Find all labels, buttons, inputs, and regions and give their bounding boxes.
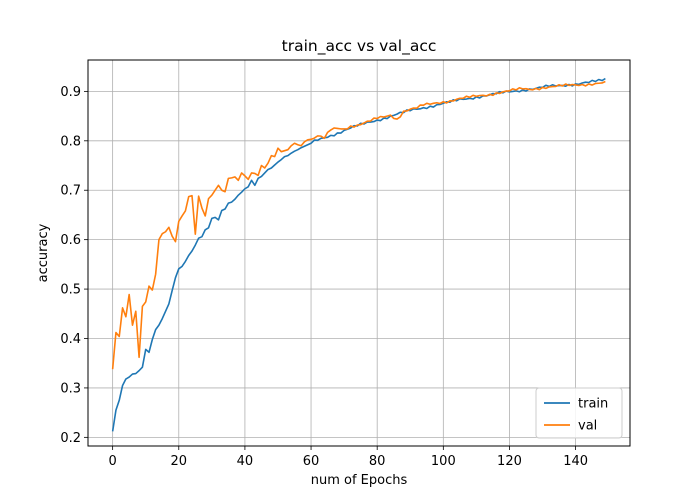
x-tick-label: 80 [369, 454, 386, 469]
legend: train val [535, 387, 623, 439]
x-tick-label: 120 [497, 454, 522, 469]
chart-title: train_acc vs val_acc [282, 37, 437, 56]
x-tick-label: 140 [563, 454, 588, 469]
plot-frame [87, 59, 631, 447]
series-layer [111, 77, 606, 432]
legend-label-val: val [578, 419, 597, 434]
legend-label-train: train [578, 397, 608, 412]
x-tick-label: 100 [431, 454, 456, 469]
x-tick-label: 40 [237, 454, 254, 469]
series-line-val [111, 80, 606, 370]
x-tick-label: 0 [108, 454, 116, 469]
x-axis-label: num of Epochs [311, 473, 408, 488]
y-axis-label: accuracy [36, 223, 51, 282]
y-tick-label: 0.4 [60, 332, 81, 347]
y-tick-label: 0.3 [60, 381, 81, 396]
y-tick-label: 0.8 [60, 134, 81, 149]
y-tick-label: 0.9 [60, 85, 81, 100]
y-tick-label: 0.2 [60, 431, 81, 446]
y-tick-label: 0.5 [60, 283, 81, 298]
x-tick-label: 60 [303, 454, 320, 469]
y-tick-label: 0.7 [60, 184, 81, 199]
x-tick-label: 20 [171, 454, 188, 469]
tick-layer: 0 20 40 60 80 100 120 140 0.2 0.3 0.4 0.5 0.6 0.7 0.8 0… [60, 85, 588, 469]
y-tick-label: 0.6 [60, 233, 81, 248]
